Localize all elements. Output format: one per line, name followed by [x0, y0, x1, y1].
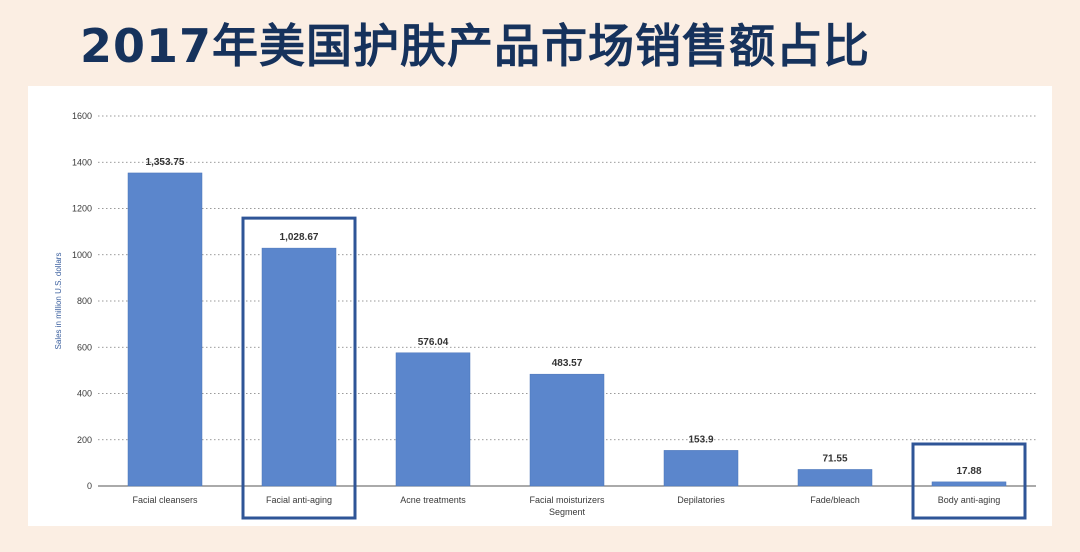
y-tick-label: 600 — [77, 342, 92, 352]
bar — [529, 373, 605, 487]
y-axis-title: Sales in million U.S. dollars — [54, 253, 63, 350]
category-label: Acne treatments — [400, 495, 466, 505]
y-tick-label: 1400 — [72, 157, 92, 167]
y-tick-label: 200 — [77, 435, 92, 445]
data-label: 483.57 — [552, 358, 583, 369]
bar — [797, 469, 873, 487]
y-tick-label: 1200 — [72, 204, 92, 214]
category-label: Depilatories — [677, 495, 725, 505]
bar — [663, 450, 739, 487]
category-label: Facial cleansers — [132, 495, 198, 505]
bar — [931, 481, 1007, 487]
y-tick-label: 400 — [77, 389, 92, 399]
bar — [395, 352, 471, 487]
data-label: 1,028.67 — [280, 232, 319, 243]
bar — [261, 247, 337, 487]
highlight-box — [911, 442, 1027, 520]
data-label: 71.55 — [822, 453, 847, 464]
y-tick-label: 1600 — [72, 111, 92, 121]
data-label: 576.04 — [418, 337, 449, 348]
page-title: 2017年美国护肤产品市场销售额占比 — [80, 19, 871, 73]
data-label: 1,353.75 — [146, 157, 185, 168]
y-tick-label: 800 — [77, 296, 92, 306]
category-label: Facial anti-aging — [266, 495, 332, 505]
data-label: 153.9 — [688, 434, 713, 445]
data-label: 17.88 — [956, 466, 981, 477]
highlight-box — [241, 216, 357, 520]
y-tick-label: 1000 — [72, 250, 92, 260]
category-label: Fade/bleach — [810, 495, 860, 505]
bar — [127, 172, 203, 487]
y-tick-label: 0 — [87, 481, 92, 491]
bar-chart: 0 200 400 600 800 1000 1200 1400 1600 Sales in mi… — [54, 111, 1036, 520]
category-label: Facial moisturizers — [529, 495, 605, 505]
category-label: Body anti-aging — [938, 495, 1001, 505]
x-axis-title: Segment — [549, 507, 586, 517]
